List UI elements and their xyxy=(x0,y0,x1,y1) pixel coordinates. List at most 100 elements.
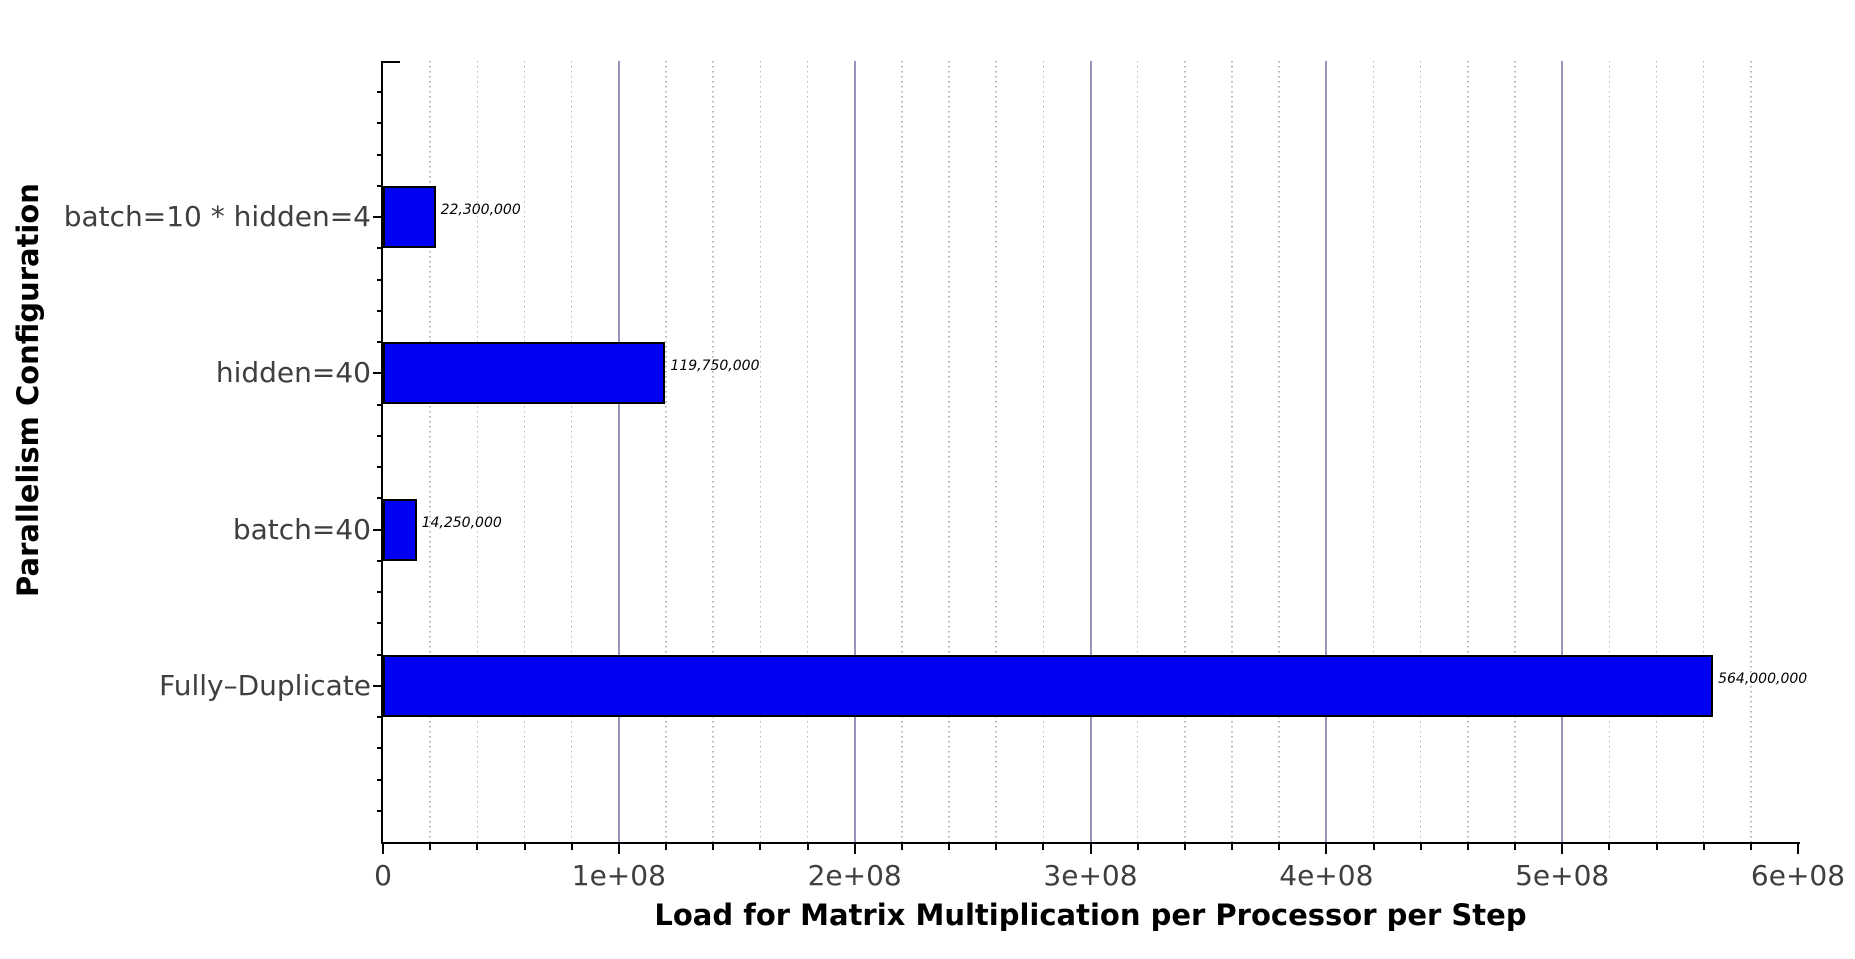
y-tick-category xyxy=(373,528,383,531)
y-tick-category xyxy=(373,372,383,375)
category-label: hidden=40 xyxy=(215,356,371,390)
y-tick-minor xyxy=(377,466,383,469)
y-tick-minor xyxy=(377,247,383,250)
x-tick-minor xyxy=(1749,844,1752,850)
x-tick-major xyxy=(1561,844,1564,854)
x-tick-minor xyxy=(806,844,809,850)
x-tick-minor xyxy=(948,844,950,850)
x-tick-minor xyxy=(1136,844,1139,850)
y-tick-minor xyxy=(377,809,383,812)
gridline-minor xyxy=(806,61,809,842)
x-tick-minor xyxy=(1608,844,1611,850)
x-tick-label: 0 xyxy=(374,859,392,892)
gridline-minor xyxy=(948,61,950,842)
x-tick-minor xyxy=(900,844,903,850)
y-tick-minor xyxy=(377,341,383,344)
gridline-minor xyxy=(1136,61,1139,842)
bar xyxy=(383,654,1714,717)
gridline-minor xyxy=(1372,61,1375,842)
bar xyxy=(383,498,417,561)
gridline-minor xyxy=(1278,61,1280,842)
x-tick-major xyxy=(1797,844,1799,854)
gridline-minor xyxy=(429,61,431,842)
category-label: batch=40 xyxy=(232,512,371,546)
x-tick-minor xyxy=(759,844,762,850)
gridline-minor xyxy=(901,61,903,842)
bar xyxy=(383,342,666,405)
x-tick-major xyxy=(1325,844,1328,854)
y-tick-minor xyxy=(377,497,383,500)
y-tick-minor xyxy=(377,559,383,562)
gridline-minor xyxy=(1231,61,1233,842)
value-label: 22,300,000 xyxy=(440,202,521,219)
x-tick-major xyxy=(1089,844,1092,854)
y-axis-line xyxy=(381,61,383,844)
y-tick-minor xyxy=(377,622,383,625)
bar xyxy=(383,186,436,249)
gridline-minor xyxy=(570,61,573,842)
gridline-minor xyxy=(665,61,667,842)
x-tick-label: 6e+08 xyxy=(1750,859,1846,892)
x-tick-label: 4e+08 xyxy=(1279,859,1374,892)
x-tick-minor xyxy=(523,844,526,850)
value-label: 564,000,000 xyxy=(1718,670,1808,687)
x-tick-minor xyxy=(1419,844,1422,850)
y-tick-minor xyxy=(377,278,383,281)
gridline-major xyxy=(1325,61,1328,842)
gridline-major xyxy=(1561,61,1564,842)
x-tick-minor xyxy=(429,844,432,850)
x-tick-minor xyxy=(1042,844,1045,850)
x-tick-minor xyxy=(1514,844,1516,850)
gridline-minor xyxy=(1042,61,1045,842)
x-tick-major xyxy=(617,844,620,854)
x-tick-minor xyxy=(1702,844,1705,850)
gridline-minor xyxy=(1514,61,1516,842)
x-tick-minor xyxy=(1655,844,1658,850)
y-tick-minor xyxy=(377,747,383,750)
y-tick-minor xyxy=(377,122,383,125)
gridline-major xyxy=(1089,61,1092,842)
x-axis-line xyxy=(381,842,1800,844)
y-tick-minor xyxy=(377,184,383,187)
y-axis-top-cap-tick xyxy=(383,61,400,63)
gridline-minor xyxy=(1419,61,1422,842)
gridline-minor xyxy=(1702,61,1705,842)
x-tick-label: 2e+08 xyxy=(807,859,902,892)
x-tick-minor xyxy=(1278,844,1281,850)
gridline-major xyxy=(617,61,620,842)
y-tick-minor xyxy=(377,716,383,719)
gridline-minor xyxy=(759,61,762,842)
gridline-major xyxy=(853,61,856,842)
x-tick-minor xyxy=(1231,844,1233,850)
x-tick-major xyxy=(382,844,384,854)
x-tick-minor xyxy=(570,844,573,850)
plot-area: 22,300,000 119,750,000 14,250,000 564,000,0… xyxy=(383,61,1807,842)
gridline-minor xyxy=(476,61,479,842)
category-label: Fully–Duplicate xyxy=(159,668,371,702)
x-tick-minor xyxy=(1183,844,1186,850)
category-label: batch=10 * hidden=4 xyxy=(63,200,371,234)
x-tick-major xyxy=(853,844,856,854)
gridline-minor xyxy=(1467,61,1469,842)
x-tick-label: 3e+08 xyxy=(1043,859,1138,892)
y-axis-title: Parallelism Configuration xyxy=(11,183,45,597)
gridline-minor xyxy=(523,61,526,842)
value-label: 119,750,000 xyxy=(670,358,760,375)
y-tick-minor xyxy=(377,778,383,781)
gridline-minor xyxy=(1750,61,1752,842)
value-label: 14,250,000 xyxy=(421,514,502,531)
y-tick-minor xyxy=(377,403,383,406)
y-tick-category xyxy=(373,684,383,687)
y-tick-minor xyxy=(377,309,383,312)
y-tick-category xyxy=(373,216,383,219)
y-tick-minor xyxy=(377,434,383,437)
x-tick-minor xyxy=(476,844,479,850)
x-tick-label: 5e+08 xyxy=(1515,859,1610,892)
y-tick-minor xyxy=(377,591,383,594)
x-tick-minor xyxy=(665,844,667,850)
x-tick-label: 1e+08 xyxy=(571,859,666,892)
y-tick-minor xyxy=(377,91,383,94)
x-tick-minor xyxy=(1466,844,1469,850)
